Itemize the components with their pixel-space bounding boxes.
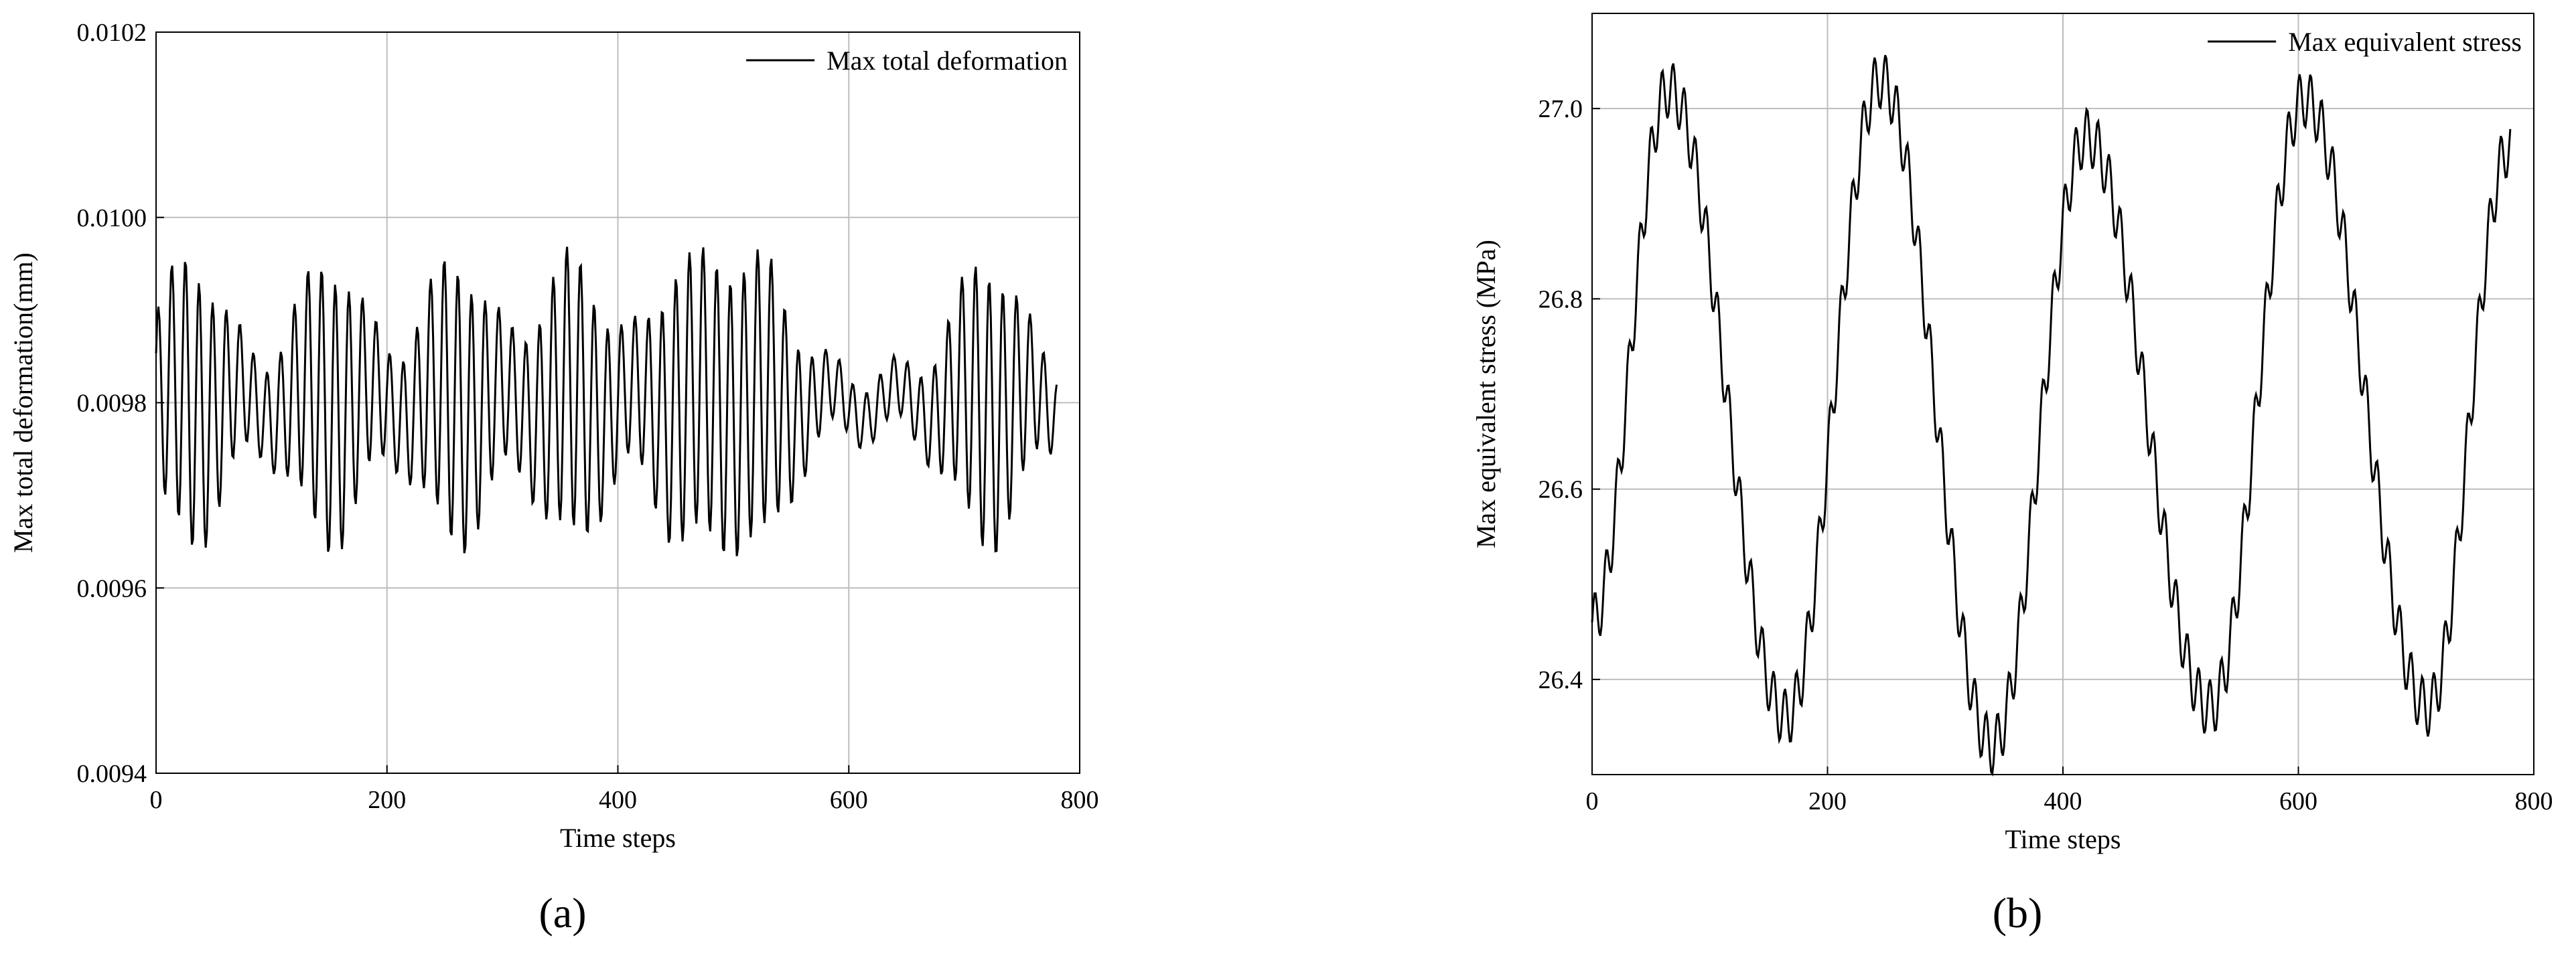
x-tick-label: 600	[830, 786, 868, 814]
legend-a: Max total deformation	[746, 46, 1068, 76]
y-tick-label: 0.0096	[77, 574, 147, 603]
ticks-a: 0 200 400 600 800 0.0094 0.0096 0.0098 0.0100 0.0…	[77, 19, 1099, 814]
legend-b: Max equivalent stress	[2208, 27, 2522, 57]
panel-label-a: (a)	[539, 889, 586, 937]
y-tick-label: 27.0	[1539, 95, 1583, 123]
x-axis-label-a: Time steps	[560, 823, 676, 853]
series-line-max-total-deformation	[155, 246, 1058, 556]
x-tick-label: 200	[1808, 787, 1847, 815]
chart-panel-b: 0 200 400 600 800 26.4 26.6 26.8 27.0 Time steps…	[1471, 13, 2553, 937]
y-tick-label: 0.0102	[77, 19, 147, 47]
x-tick-label: 600	[2279, 787, 2317, 815]
y-axis-label-b: Max equivalent stress (MPa)	[1471, 240, 1501, 548]
x-tick-label: 0	[150, 786, 163, 814]
grid-lines-b	[1592, 13, 2534, 775]
y-tick-label: 0.0098	[77, 390, 147, 418]
y-tick-label: 26.6	[1539, 476, 1583, 504]
x-tick-label: 200	[368, 786, 406, 814]
x-axis-label-b: Time steps	[2005, 824, 2121, 854]
x-tick-label: 0	[1586, 787, 1599, 815]
y-tick-label: 26.4	[1539, 666, 1583, 694]
x-tick-label: 800	[2515, 787, 2553, 815]
chart-panel-a: 0 200 400 600 800 0.0094 0.0096 0.0098 0.0100 0.0…	[8, 19, 1099, 937]
ticks-b: 0 200 400 600 800 26.4 26.6 26.8 27.0	[1539, 95, 2553, 815]
x-tick-label: 800	[1061, 786, 1099, 814]
y-axis-label-a: Max total deformation(mm)	[8, 252, 38, 553]
y-tick-label: 26.8	[1539, 285, 1583, 313]
legend-label-b: Max equivalent stress	[2288, 27, 2522, 57]
y-tick-label: 0.0094	[77, 760, 147, 788]
x-tick-label: 400	[2044, 787, 2082, 815]
y-tick-label: 0.0100	[77, 204, 147, 232]
panel-label-b: (b)	[1993, 889, 2043, 937]
x-tick-label: 400	[599, 786, 637, 814]
series-line-max-equivalent-stress	[1591, 54, 2512, 777]
legend-label-a: Max total deformation	[827, 46, 1068, 76]
